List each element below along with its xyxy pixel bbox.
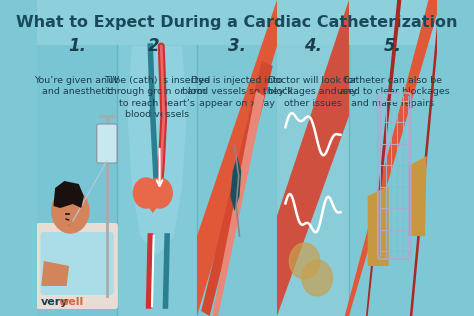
Circle shape xyxy=(133,178,159,208)
Text: Dye is injected into
blood vessels so they’ll
appear on x-ray: Dye is injected into blood vessels so th… xyxy=(182,76,292,108)
Circle shape xyxy=(147,178,172,208)
Circle shape xyxy=(52,189,89,233)
Polygon shape xyxy=(345,0,441,316)
Polygon shape xyxy=(277,0,349,316)
Text: 3.: 3. xyxy=(228,37,246,55)
Polygon shape xyxy=(128,46,187,256)
FancyBboxPatch shape xyxy=(37,45,117,316)
Polygon shape xyxy=(212,91,264,316)
Polygon shape xyxy=(366,0,401,316)
Polygon shape xyxy=(41,261,69,286)
Text: You’re given an IV
and anesthetic: You’re given an IV and anesthetic xyxy=(35,76,119,96)
Circle shape xyxy=(302,260,332,296)
Text: very: very xyxy=(40,297,68,307)
FancyBboxPatch shape xyxy=(349,45,437,316)
Text: Doctor will look for
blockages and any
other issues: Doctor will look for blockages and any o… xyxy=(268,76,357,108)
FancyBboxPatch shape xyxy=(197,45,277,316)
FancyBboxPatch shape xyxy=(277,45,299,316)
Polygon shape xyxy=(410,0,442,316)
Polygon shape xyxy=(137,193,168,213)
Text: 2.: 2. xyxy=(148,37,166,55)
Text: well: well xyxy=(59,297,84,307)
Text: 5.: 5. xyxy=(384,37,402,55)
Polygon shape xyxy=(230,156,241,211)
Text: What to Expect During a Cardiac Catheterization: What to Expect During a Cardiac Catheter… xyxy=(16,15,458,30)
Polygon shape xyxy=(197,0,277,316)
FancyBboxPatch shape xyxy=(97,124,117,163)
FancyBboxPatch shape xyxy=(40,232,114,295)
FancyBboxPatch shape xyxy=(117,45,197,316)
Text: Tube (cath) is inserted
through groin or arm
to reach heart’s
blood vessels: Tube (cath) is inserted through groin or… xyxy=(104,76,210,119)
Polygon shape xyxy=(408,156,427,236)
Circle shape xyxy=(289,243,320,279)
Text: 4.: 4. xyxy=(304,37,322,55)
Text: 1.: 1. xyxy=(68,37,86,55)
Polygon shape xyxy=(201,61,273,316)
FancyBboxPatch shape xyxy=(36,223,118,309)
Polygon shape xyxy=(368,186,389,266)
Polygon shape xyxy=(54,181,84,208)
Text: Catheter can also be
used to clear blockages
and make repairs: Catheter can also be used to clear block… xyxy=(337,76,449,108)
FancyBboxPatch shape xyxy=(277,45,349,316)
FancyBboxPatch shape xyxy=(37,0,437,45)
